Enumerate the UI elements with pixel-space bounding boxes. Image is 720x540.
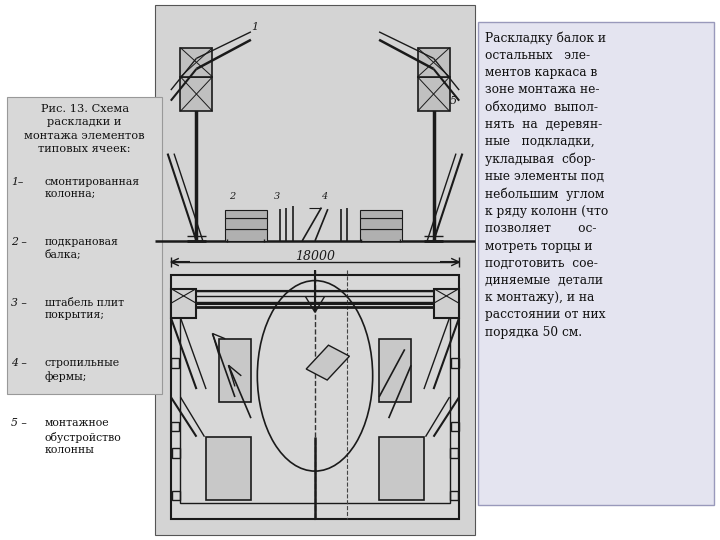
Bar bbox=[306, 345, 349, 380]
FancyBboxPatch shape bbox=[155, 5, 475, 535]
Text: штабель плит
покрытия;: штабель плит покрытия; bbox=[45, 298, 124, 320]
Text: 2: 2 bbox=[228, 192, 235, 201]
Text: Рис. 13. Схема
раскладки и
монтажа элементов
типовых ячеек:: Рис. 13. Схема раскладки и монтажа элеме… bbox=[24, 104, 145, 154]
FancyBboxPatch shape bbox=[7, 97, 162, 394]
Bar bbox=[181, 77, 212, 111]
Bar bbox=[360, 210, 402, 218]
Text: подкрановая
балка;: подкрановая балка; bbox=[45, 237, 119, 260]
Text: 1: 1 bbox=[251, 22, 258, 31]
Bar bbox=[225, 218, 267, 230]
Bar bbox=[360, 218, 402, 230]
Text: смонтированная
колонна;: смонтированная колонна; bbox=[45, 177, 140, 199]
Bar bbox=[360, 230, 402, 241]
Bar bbox=[379, 339, 411, 402]
Bar bbox=[225, 230, 267, 241]
Text: монтажное
обустройство
колонны: монтажное обустройство колонны bbox=[45, 418, 122, 455]
Bar bbox=[181, 291, 449, 305]
FancyBboxPatch shape bbox=[478, 22, 714, 505]
Bar bbox=[206, 437, 251, 500]
Text: 3: 3 bbox=[274, 192, 279, 201]
Text: 5: 5 bbox=[449, 96, 456, 106]
Bar bbox=[225, 210, 267, 218]
Text: 4 –: 4 – bbox=[11, 358, 27, 368]
Bar bbox=[449, 448, 458, 458]
Bar bbox=[219, 339, 251, 402]
Bar bbox=[171, 422, 179, 431]
Text: стропильные
фермы;: стропильные фермы; bbox=[45, 358, 120, 382]
Bar bbox=[451, 422, 459, 431]
Bar bbox=[418, 77, 449, 111]
Bar bbox=[433, 288, 459, 318]
Text: 2 –: 2 – bbox=[11, 237, 27, 247]
Bar bbox=[379, 437, 424, 500]
Bar bbox=[171, 359, 179, 368]
Bar bbox=[418, 48, 449, 77]
Text: 5 –: 5 – bbox=[11, 418, 27, 429]
Bar bbox=[181, 48, 212, 77]
Bar bbox=[449, 491, 458, 500]
Text: 3 –: 3 – bbox=[11, 298, 27, 308]
Text: Раскладку балок и
остальных   эле-
ментов каркаса в
зоне монтажа не-
обходимо  в: Раскладку балок и остальных эле- ментов … bbox=[485, 31, 608, 339]
Bar bbox=[172, 448, 181, 458]
Text: 18000: 18000 bbox=[295, 250, 335, 264]
Text: 1–: 1– bbox=[11, 177, 23, 187]
Bar bbox=[451, 359, 459, 368]
Bar bbox=[171, 275, 459, 519]
Text: 4: 4 bbox=[322, 192, 328, 201]
Bar bbox=[172, 491, 181, 500]
Bar bbox=[171, 288, 197, 318]
Bar bbox=[181, 291, 449, 503]
